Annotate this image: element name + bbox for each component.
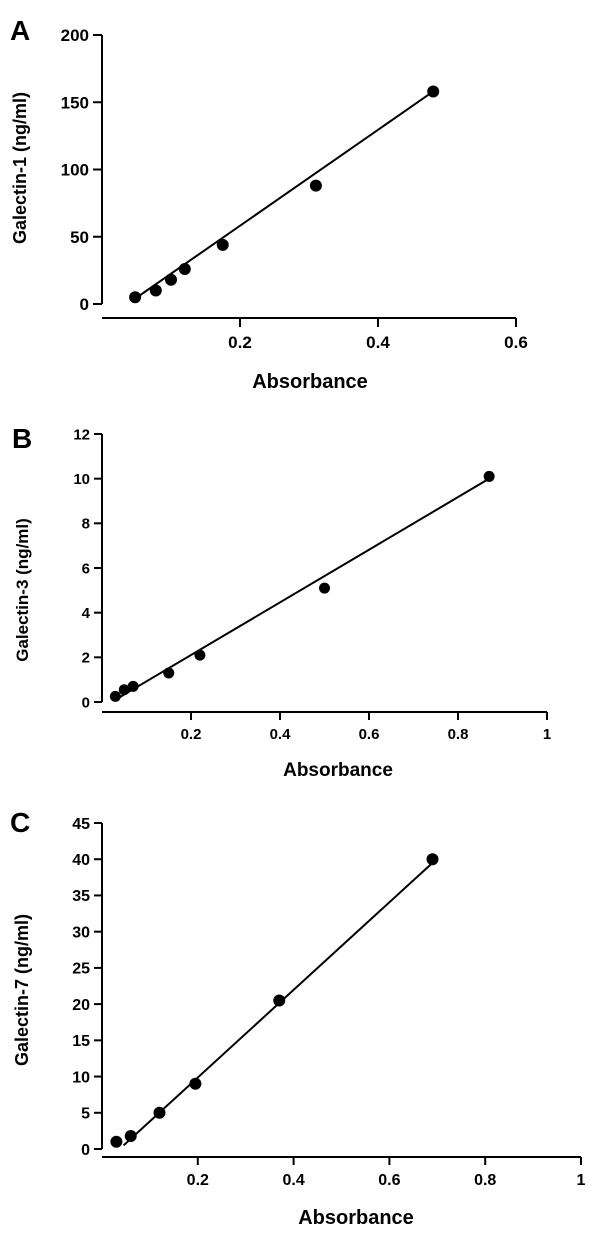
panel-c-ylabel: Galectin-7 (ng/ml) — [12, 914, 32, 1066]
panel-b-ylabel: Galectin-3 (ng/ml) — [13, 518, 32, 662]
panel-b-xlabel: Absorbance — [283, 760, 393, 781]
panel-b-ytick-label: 6 — [82, 560, 90, 577]
panel-a-ytick-label: 50 — [70, 228, 89, 247]
panel-b-data-point — [483, 470, 495, 482]
panel-c-ytick-label: 40 — [72, 852, 90, 869]
panel-c-xtick-label: 1 — [577, 1172, 586, 1189]
panel-a-ylabel: Galectin-1 (ng/ml) — [10, 92, 30, 244]
panel-a-xtick-label: 0.4 — [366, 333, 390, 352]
panel-a-data-point — [165, 273, 177, 286]
panel-b-ytick-label: 8 — [82, 516, 90, 533]
panel-b-data-point — [319, 582, 330, 594]
panel-c-data-point — [189, 1077, 202, 1090]
panel-c-ytick-label: 10 — [72, 1069, 90, 1086]
panel-a-data-point — [427, 85, 440, 98]
panel-c-ytick-label: 45 — [72, 816, 90, 833]
panel-c-xtick-label: 0.8 — [474, 1172, 496, 1189]
panel-b-data-point — [194, 649, 206, 661]
panel-a-data-point — [216, 238, 229, 251]
panel-b-data-point — [109, 690, 121, 702]
panel-a-axes: 0 50 100 150 200 0.2 0.4 0.6 — [61, 26, 528, 352]
panel-b-xtick-label: 0.6 — [359, 726, 380, 743]
panel-b-ytick-label: 0 — [82, 694, 90, 711]
panel-a-data-point — [149, 284, 162, 297]
panel-a-ytick-label: 200 — [61, 26, 89, 45]
panel-a-data-point — [309, 179, 322, 192]
panel-b-data-point — [127, 680, 139, 692]
panel-b-data-point — [118, 684, 130, 696]
panel-c-data-point — [273, 994, 286, 1007]
panel-c-ytick-label: 5 — [81, 1106, 90, 1123]
panel-c: C Galectin-7 (ng/ml) Absorbance 0 5 10 15 20… — [10, 807, 586, 1229]
panel-c-data-point — [110, 1135, 123, 1148]
panel-b-ytick-label: 4 — [82, 605, 91, 622]
panel-c-points — [110, 853, 439, 1148]
panel-b-letter: B — [12, 423, 32, 454]
panel-b-xtick-label: 0.4 — [270, 726, 292, 743]
panel-c-xtick-label: 0.2 — [187, 1172, 209, 1189]
panel-c-data-point — [153, 1106, 166, 1119]
panel-b-fit-line — [114, 477, 490, 701]
panel-b-data-point — [163, 667, 175, 679]
panel-b-ytick-label: 2 — [82, 650, 90, 667]
panel-c-ytick-label: 30 — [72, 924, 90, 941]
panel-b-xtick-label: 1 — [543, 726, 551, 743]
panel-c-axes: 0 5 10 15 20 25 30 35 40 45 0.2 0.4 0.6 0.8 1 — [72, 816, 585, 1189]
panel-a-xtick-label: 0.6 — [504, 333, 528, 352]
panel-a-ytick-label: 150 — [61, 93, 89, 112]
panel-b-ytick-label: 10 — [73, 471, 90, 488]
panel-c-xtick-label: 0.4 — [282, 1172, 304, 1189]
panel-c-xtick-label: 0.6 — [378, 1172, 400, 1189]
panel-a-points — [129, 85, 440, 304]
panel-b-xtick-label: 0.8 — [448, 726, 469, 743]
panel-b-points — [109, 470, 495, 702]
panel-b-fit-layer — [114, 477, 490, 701]
panel-c-letter: C — [10, 807, 30, 838]
panel-a-letter: A — [10, 15, 30, 46]
panel-c-ytick-label: 15 — [72, 1033, 90, 1050]
panel-b-xtick-label: 0.2 — [181, 726, 202, 743]
panel-b: B Galectin-3 (ng/ml) Absorbance 0 2 4 6 8 10 1… — [12, 423, 551, 781]
panel-a-data-point — [178, 263, 191, 276]
panel-c-xlabel: Absorbance — [298, 1207, 414, 1229]
panel-b-ytick-label: 12 — [73, 426, 90, 443]
panel-c-data-point — [124, 1129, 137, 1142]
panel-a-xtick-label: 0.2 — [228, 333, 252, 352]
panel-a-xlabel: Absorbance — [252, 371, 368, 393]
panel-c-ytick-label: 35 — [72, 888, 90, 905]
panel-c-ytick-label: 0 — [81, 1142, 90, 1159]
panel-a: A Galectin-1 (ng/ml) Absorbance 0 50 100 15… — [10, 15, 528, 393]
panel-c-ytick-label: 25 — [72, 961, 90, 978]
panel-c-ytick-label: 20 — [72, 997, 90, 1014]
panel-a-ytick-label: 100 — [61, 161, 89, 180]
panel-a-ytick-label: 0 — [80, 295, 89, 314]
panel-a-data-point — [129, 291, 142, 304]
panel-c-data-point — [426, 853, 439, 866]
panel-b-axes: 0 2 4 6 8 10 12 0.2 0.4 0.6 0.8 1 — [73, 426, 551, 743]
